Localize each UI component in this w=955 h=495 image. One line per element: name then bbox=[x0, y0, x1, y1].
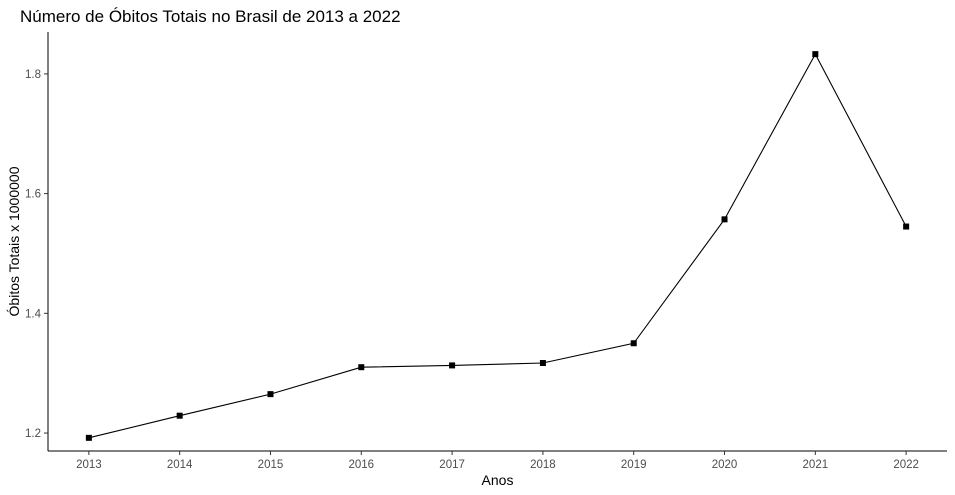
data-point bbox=[85, 434, 92, 441]
y-axis-ticks: 1.2 1.4 1.6 1.8 bbox=[25, 69, 48, 440]
x-tick-label: 2018 bbox=[530, 459, 556, 471]
data-point bbox=[903, 223, 910, 230]
series-line bbox=[88, 52, 907, 439]
x-axis-title: Anos bbox=[482, 472, 514, 488]
x-tick-label: 2022 bbox=[893, 459, 919, 471]
y-tick-label: 1.2 bbox=[25, 428, 41, 440]
chart-title: Número de Óbitos Totais no Brasil de 201… bbox=[20, 7, 401, 26]
data-point bbox=[721, 216, 728, 223]
y-tick-label: 1.6 bbox=[25, 189, 41, 201]
data-point bbox=[358, 364, 365, 371]
data-point bbox=[630, 340, 637, 347]
x-tick-label: 2014 bbox=[167, 459, 193, 471]
data-point bbox=[176, 412, 183, 419]
y-tick-label: 1.8 bbox=[25, 69, 41, 81]
x-tick-label: 2016 bbox=[348, 459, 374, 471]
y-axis-title: Óbitos Totais x 1000000 bbox=[6, 166, 22, 316]
data-point bbox=[539, 360, 546, 367]
x-tick-label: 2020 bbox=[712, 459, 738, 471]
x-tick-label: 2019 bbox=[621, 459, 647, 471]
x-tick-label: 2021 bbox=[803, 459, 829, 471]
data-point bbox=[812, 51, 819, 58]
y-tick-label: 1.4 bbox=[25, 308, 42, 320]
x-tick-label: 2015 bbox=[258, 459, 284, 471]
x-tick-label: 2017 bbox=[439, 459, 465, 471]
data-points bbox=[85, 51, 910, 441]
x-tick-label: 2013 bbox=[76, 459, 102, 471]
data-point bbox=[267, 391, 274, 398]
data-point bbox=[449, 362, 456, 369]
x-axis-ticks: 2013 2014 2015 2016 2017 2018 2019 2020 2021 2022 bbox=[76, 451, 919, 471]
